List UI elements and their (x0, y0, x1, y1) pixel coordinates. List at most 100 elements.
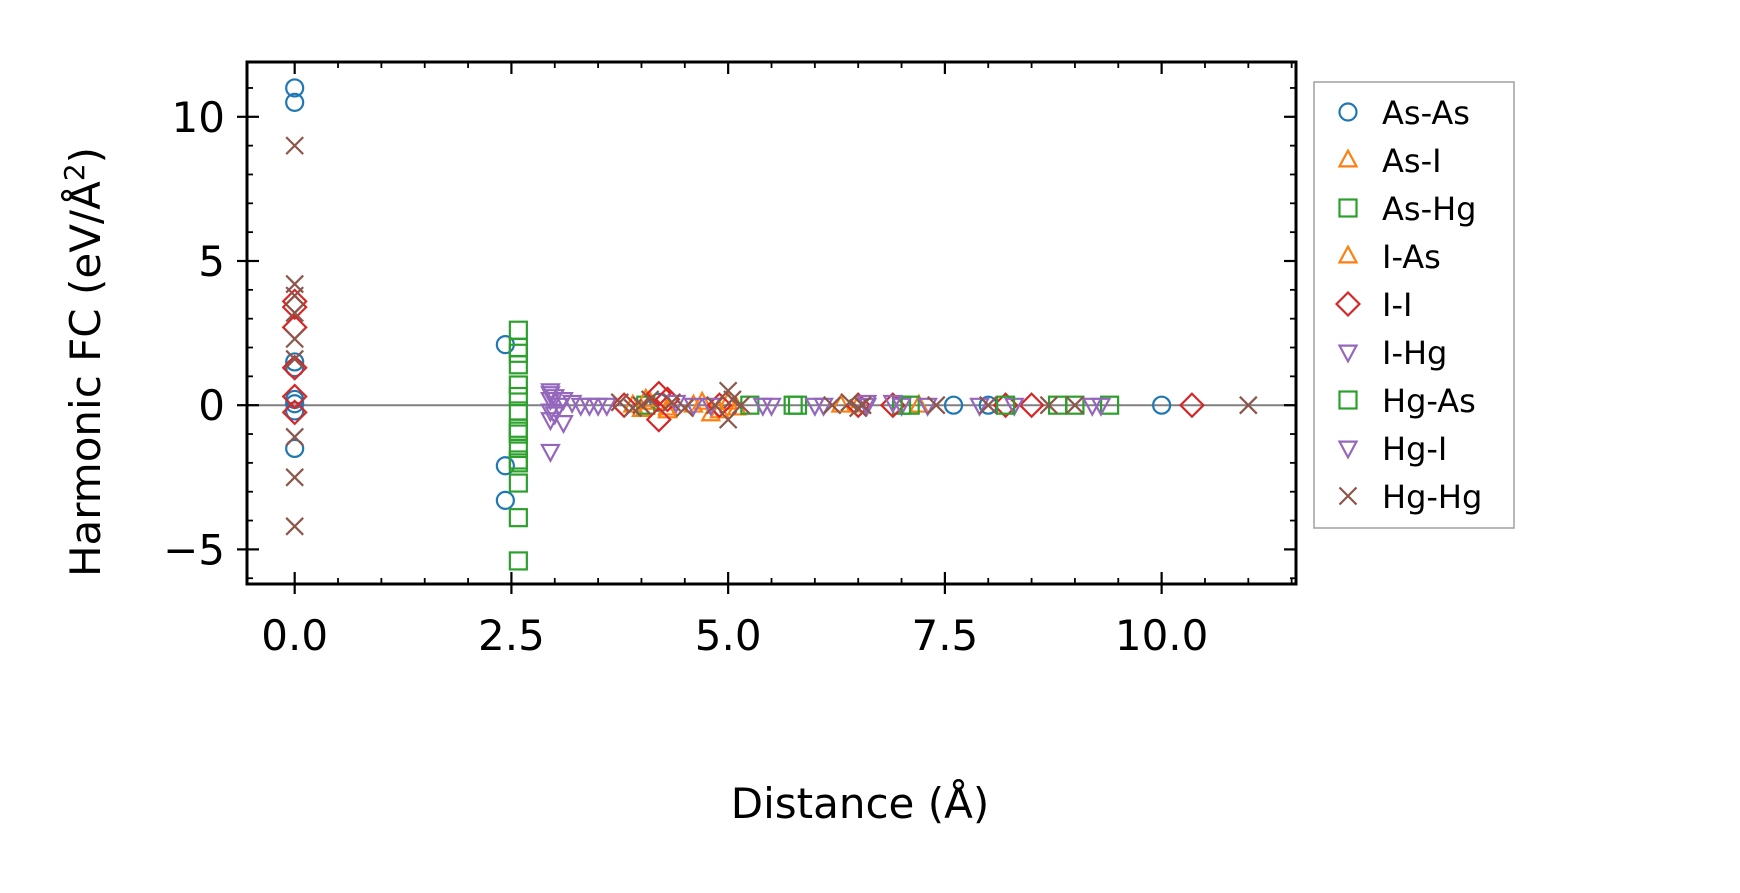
legend-label: As-I (1382, 142, 1442, 180)
data-point (752, 397, 774, 417)
series-as-as (285, 78, 1172, 510)
data-point (285, 303, 304, 323)
x-axis-label: Distance (Å) (731, 778, 990, 828)
legend-marker (1338, 198, 1358, 218)
series-hg-hg (285, 136, 1258, 536)
data-point (917, 397, 938, 417)
legend-label: As-As (1382, 94, 1470, 132)
x-tick-label: 7.5 (911, 611, 978, 660)
data-point (540, 391, 561, 412)
legend-label: Hg-I (1382, 430, 1447, 468)
data-point (969, 397, 990, 417)
data-point (285, 92, 305, 112)
data-point (761, 397, 782, 417)
plot-frame (245, 60, 1298, 586)
data-point (540, 386, 561, 406)
data-point (508, 450, 528, 470)
data-point (508, 508, 528, 528)
legend-entry: Hg-I (1337, 430, 1447, 468)
data-point (285, 78, 305, 98)
data-point (645, 406, 672, 433)
legend-entry: I-As (1337, 238, 1441, 276)
data-point (508, 320, 528, 340)
data-point (508, 355, 528, 375)
legend-label: I-I (1382, 286, 1412, 324)
data-point (285, 136, 304, 155)
data-point (495, 456, 515, 476)
x-tick-label: 5.0 (695, 611, 762, 660)
data-point (285, 517, 304, 536)
data-point (611, 392, 638, 419)
data-point (587, 397, 609, 417)
legend: As-As As-I As-Hg I-As I-I I-Hg Hg-As Hg-I Hg-Hg (1313, 81, 1515, 529)
data-point (943, 395, 964, 415)
data-point (853, 395, 872, 415)
plot-area (247, 78, 1296, 571)
series-hg-i (540, 386, 1112, 426)
data-point (579, 397, 600, 417)
data-point (1081, 397, 1103, 417)
axes: 0.0 2.5 5.0 7.5 10.0 −5 0 5 10 (163, 60, 1298, 660)
data-point (822, 395, 842, 415)
data-point (285, 286, 304, 305)
data-point (683, 397, 704, 417)
legend-marker (1337, 244, 1359, 264)
legend-label: Hg-As (1382, 382, 1476, 420)
data-point (1065, 395, 1085, 415)
data-point (281, 399, 308, 426)
legend-entry: I-Hg (1337, 334, 1447, 372)
data-point (508, 551, 528, 571)
data-point (691, 390, 713, 410)
data-point (495, 490, 515, 510)
data-point (544, 406, 566, 426)
data-point (882, 394, 904, 414)
x-tick-label: 0.0 (261, 611, 328, 660)
data-point (1018, 392, 1045, 419)
data-point (508, 343, 528, 363)
series-as-hg (508, 320, 1120, 571)
legend-entry: I-I (1334, 286, 1412, 324)
x-tick-label: 10.0 (1115, 611, 1209, 660)
data-point (1100, 395, 1120, 415)
data-point (281, 354, 308, 381)
x-tick-label: 2.5 (478, 611, 545, 660)
data-point (1239, 395, 1258, 415)
data-point (640, 390, 660, 409)
data-point (662, 393, 682, 412)
legend-entry: Hg-Hg (1338, 478, 1482, 516)
y-axis-label-superscript: 2 (58, 163, 91, 181)
data-point (285, 468, 304, 487)
y-tick-label: 5 (198, 237, 225, 286)
legend-entry: As-I (1337, 142, 1442, 180)
legend-entry: As-Hg (1338, 190, 1476, 228)
y-axis-label-close: ) (61, 147, 110, 163)
legend-marker (1337, 344, 1359, 364)
data-point (508, 375, 528, 395)
data-point (830, 393, 852, 413)
data-point (1065, 395, 1085, 415)
data-point (1152, 395, 1172, 415)
data-point (926, 395, 946, 415)
data-point (561, 394, 583, 414)
legend-marker (1338, 390, 1358, 410)
data-point (285, 438, 305, 459)
legend-marker (1337, 440, 1359, 460)
legend-label: I-As (1382, 238, 1441, 276)
data-point (723, 390, 742, 409)
legend-label: I-Hg (1382, 334, 1447, 372)
data-point (610, 393, 630, 412)
data-point (285, 329, 304, 349)
y-axis-label-main: Harmonic FC (eV/Å (60, 181, 110, 577)
series-hg-as (508, 343, 1085, 470)
data-point (570, 397, 592, 417)
y-axis-label: Harmonic FC (eV/Å2) (58, 147, 110, 577)
data-point (508, 473, 528, 493)
data-point (553, 391, 574, 412)
data-point (804, 397, 826, 417)
data-point (540, 443, 561, 464)
legend-label: Hg-Hg (1382, 478, 1482, 516)
legend-marker (1337, 148, 1359, 168)
data-point (285, 427, 304, 447)
data-point (731, 395, 751, 415)
